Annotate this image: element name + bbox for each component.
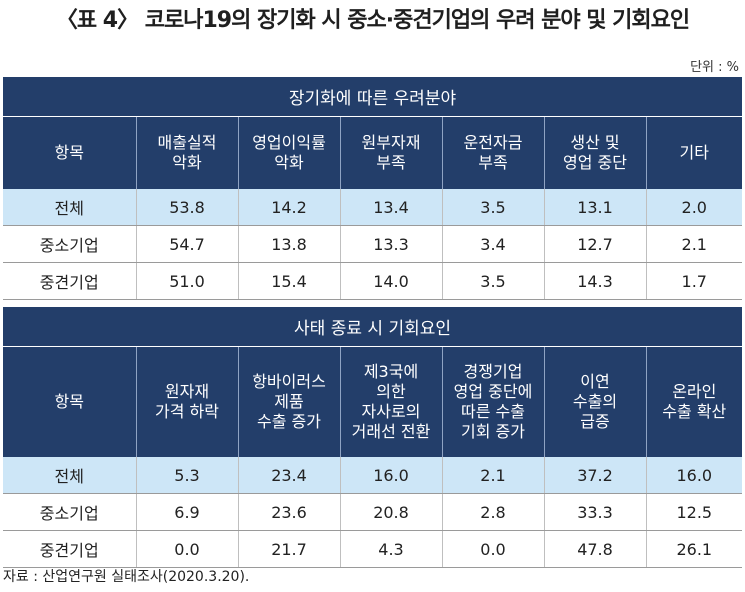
header-cell: 항목 [3,346,136,457]
opportunity-table-caption: 사태 종료 시 기회요인 [3,307,743,347]
cell: 2.0 [645,189,743,226]
cell: 23.6 [237,493,340,531]
row-label: 중견기업 [3,530,136,568]
cell: 54.7 [135,225,238,263]
cell: 23.4 [237,457,340,494]
cell: 47.8 [543,530,646,568]
table-row: 전체 53.8 14.2 13.4 3.5 13.1 2.0 [3,189,743,226]
cell: 6.9 [135,493,238,531]
cell: 3.4 [441,225,544,263]
cell: 20.8 [339,493,442,531]
cell: 13.8 [237,225,340,263]
cell: 26.1 [645,530,743,568]
cell: 0.0 [441,530,544,568]
row-label: 중견기업 [3,262,136,300]
unit-label: 단위 : % [690,60,739,75]
cell: 15.4 [237,262,340,300]
cell: 1.7 [645,262,743,300]
cell: 14.3 [543,262,646,300]
cell: 14.0 [339,262,442,300]
header-cell: 온라인 수출 확산 [645,346,743,457]
row-label: 중소기업 [3,225,136,263]
cell: 33.3 [543,493,646,531]
header-cell: 영업이익률 악화 [237,116,340,189]
cell: 4.3 [339,530,442,568]
cell: 13.1 [543,189,646,226]
cell: 53.8 [135,189,238,226]
table-row: 중소기업 54.7 13.8 13.3 3.4 12.7 2.1 [3,225,743,263]
cell: 3.5 [441,189,544,226]
cell: 37.2 [543,457,646,494]
cell: 12.5 [645,493,743,531]
cell: 13.4 [339,189,442,226]
cell: 5.3 [135,457,238,494]
cell: 0.0 [135,530,238,568]
table-row: 중견기업 51.0 15.4 14.0 3.5 14.3 1.7 [3,262,743,300]
concern-table: 장기화에 따른 우려분야 항목 매출실적 악화 영업이익률 악화 원부자재 부족 운전… [3,77,743,300]
concern-table-caption: 장기화에 따른 우려분야 [3,77,743,117]
cell: 12.7 [543,225,646,263]
opportunity-table: 사태 종료 시 기회요인 항목 원자재 가격 하락 항바이러스 제품 수출 증가 제3… [3,307,743,568]
cell: 2.1 [441,457,544,494]
header-cell: 이연 수출의 급증 [543,346,646,457]
concern-table-header-row: 항목 매출실적 악화 영업이익률 악화 원부자재 부족 운전자금 부족 생산 및 영업 중… [3,116,743,189]
cell: 51.0 [135,262,238,300]
cell: 21.7 [237,530,340,568]
header-cell: 제3국에 의한 자사로의 거래선 전환 [339,346,442,457]
header-cell: 매출실적 악화 [135,116,238,189]
header-cell: 기타 [645,116,743,189]
header-cell: 경쟁기업 영업 중단에 따른 수출 기회 증가 [441,346,544,457]
cell: 16.0 [645,457,743,494]
table-row: 중견기업 0.0 21.7 4.3 0.0 47.8 26.1 [3,530,743,568]
header-cell: 항바이러스 제품 수출 증가 [237,346,340,457]
row-label: 전체 [3,189,136,226]
cell: 2.1 [645,225,743,263]
opportunity-table-header-row: 항목 원자재 가격 하락 항바이러스 제품 수출 증가 제3국에 의한 자사로의 거래선 전… [3,346,743,457]
cell: 16.0 [339,457,442,494]
cell: 14.2 [237,189,340,226]
header-cell: 원부자재 부족 [339,116,442,189]
table-row: 전체 5.3 23.4 16.0 2.1 37.2 16.0 [3,457,743,494]
cell: 2.8 [441,493,544,531]
source-note: 자료 : 산업연구원 실태조사(2020.3.20). [3,569,250,585]
header-cell: 운전자금 부족 [441,116,544,189]
header-cell: 원자재 가격 하락 [135,346,238,457]
header-cell: 항목 [3,116,136,189]
table-row: 중소기업 6.9 23.6 20.8 2.8 33.3 12.5 [3,493,743,531]
page-title: 〈표 4〉 코로나19의 장기화 시 중소·중견기업의 우려 분야 및 기회요인 [55,8,690,33]
header-cell: 생산 및 영업 중단 [543,116,646,189]
row-label: 전체 [3,457,136,494]
cell: 3.5 [441,262,544,300]
cell: 13.3 [339,225,442,263]
row-label: 중소기업 [3,493,136,531]
